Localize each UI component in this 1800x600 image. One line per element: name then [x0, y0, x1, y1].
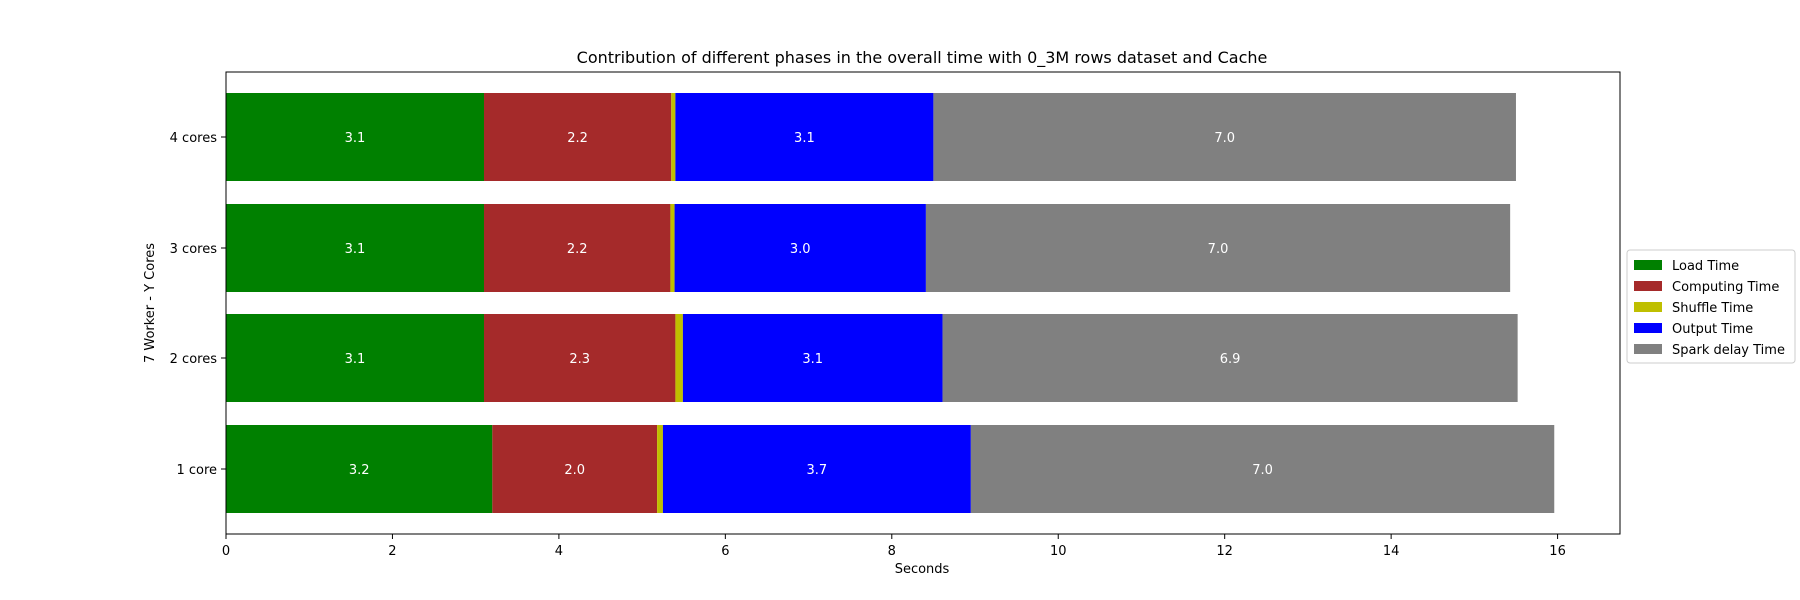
x-tick-label: 4 [555, 544, 563, 559]
x-tick-label: 10 [1050, 544, 1067, 559]
bar-segment [933, 93, 1516, 181]
bar-value-label: 2.3 [569, 352, 590, 367]
y-tick-label: 4 cores [170, 131, 218, 146]
bar-value-label: 3.0 [790, 242, 811, 257]
legend-label: Output Time [1672, 322, 1753, 337]
x-tick-label: 14 [1383, 544, 1400, 559]
x-tick-label: 16 [1549, 544, 1566, 559]
bar-segment [970, 425, 1555, 513]
y-tick-label: 2 cores [170, 352, 218, 367]
bar-segment [674, 204, 926, 292]
legend-swatch [1634, 281, 1662, 291]
x-axis-label: Seconds [895, 562, 950, 577]
bar-value-label: 7.0 [1208, 242, 1229, 257]
bar-segment [682, 314, 943, 402]
x-tick-label: 6 [721, 544, 729, 559]
bar-value-label: 3.1 [345, 131, 366, 146]
bar-segment [483, 204, 671, 292]
legend-label: Shuffle Time [1672, 301, 1753, 316]
bar-value-label: 3.7 [807, 463, 828, 478]
bar-segment [942, 314, 1518, 402]
y-tick-label: 3 cores [170, 242, 218, 257]
legend-box [1626, 249, 1796, 364]
bar-segment [226, 314, 484, 402]
legend: Load Time Computing Time Shuffle Time Outpu… [1626, 249, 1796, 364]
chart-title: Contribution of different phases in the … [577, 48, 1268, 68]
x-tick-label: 0 [222, 544, 230, 559]
y-axis-label: 7 Worker - Y Cores [143, 243, 158, 363]
bar-segment [670, 204, 675, 292]
bar-segment [483, 93, 672, 181]
bar-segment [226, 93, 484, 181]
bar-value-label: 7.0 [1214, 131, 1235, 146]
bar-value-label: 3.1 [345, 242, 366, 257]
bar-segment [675, 93, 934, 181]
bar-segment [925, 204, 1511, 292]
bar-segment [226, 204, 484, 292]
bar-segment [675, 314, 683, 402]
bar-value-label: 3.2 [349, 463, 370, 478]
bar-value-label: 2.0 [564, 463, 585, 478]
x-tick-label: 12 [1216, 544, 1233, 559]
x-tick-label: 8 [888, 544, 896, 559]
x-axis: 0 2 4 6 8 10 12 14 16 [222, 534, 1566, 559]
plot-frame [225, 71, 1621, 535]
bar-value-label: 2.2 [567, 131, 588, 146]
bar-value-label: 6.9 [1220, 352, 1241, 367]
legend-swatch [1634, 260, 1662, 270]
legend-label: Load Time [1672, 259, 1739, 274]
bar-segment [483, 314, 676, 402]
y-axis: 1 core 2 cores 3 cores 4 cores [170, 131, 226, 478]
bar-value-label: 3.1 [345, 352, 366, 367]
legend-swatch [1634, 344, 1662, 354]
x-tick-label: 2 [388, 544, 396, 559]
legend-swatch [1634, 323, 1662, 333]
bar-value-label: 2.2 [567, 242, 588, 257]
bar-segment [226, 425, 493, 513]
legend-label: Spark delay Time [1672, 343, 1785, 358]
bar-segment [657, 425, 663, 513]
legend-swatch [1634, 302, 1662, 312]
bars-group: 3.2 2.0 3.7 7.0 3.1 2.3 3.1 6.9 3.1 2.2 3.0 7.0 3.1 2… [226, 93, 1555, 513]
bar-value-label: 7.0 [1252, 463, 1273, 478]
bar-segment [671, 93, 676, 181]
bar-segment [662, 425, 971, 513]
y-tick-label: 1 core [176, 463, 217, 478]
legend-label: Computing Time [1672, 280, 1779, 295]
bar-segment [492, 425, 658, 513]
bar-value-label: 3.1 [794, 131, 815, 146]
bar-value-label: 3.1 [802, 352, 823, 367]
